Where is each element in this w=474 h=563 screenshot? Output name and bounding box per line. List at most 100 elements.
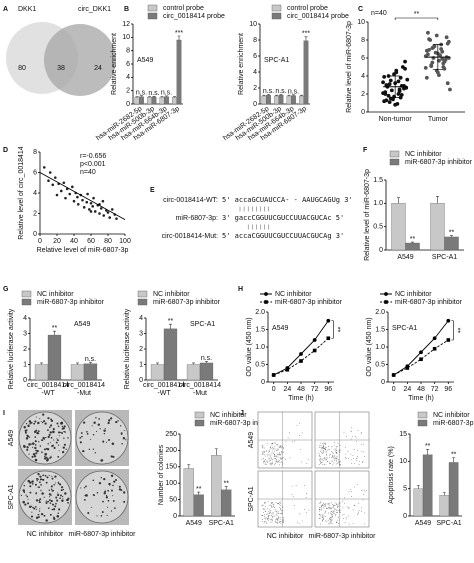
event-dot [335,514,337,516]
colony-dot [112,495,114,497]
event-dot [268,513,270,515]
colony-dot [110,474,114,477]
event-dot [323,448,325,450]
event-dot [328,461,330,463]
y-tick-label: 0.5 [373,224,383,231]
colony-dot [103,429,106,432]
colony-dot [34,440,37,443]
x-tick-label: 60 [87,238,95,245]
event-dot [265,458,266,460]
significance-bracket [451,320,454,341]
bar [439,495,450,517]
error-bar [416,485,420,489]
event-dot [336,452,337,454]
event-dot [330,510,332,512]
event-dot [268,515,270,517]
error-bar [275,94,278,96]
colony-dot [57,493,60,497]
colony-dot [63,443,66,446]
event-dot [282,452,284,453]
x-tick-label: 48 [297,386,305,393]
y-tick-label: 200 [165,447,177,454]
error-bar [411,241,415,243]
colony-dot [105,496,108,499]
colony-dot [35,477,38,480]
event-dot [277,519,279,521]
event-dot [273,512,275,514]
event-dot [269,447,271,448]
error-bar [435,196,439,204]
y-tick-label: 10 [357,19,365,26]
significance-bracket [331,320,334,339]
colony-dot [100,476,102,479]
event-dot [267,513,268,515]
event-dot [279,446,280,448]
x-axis-label: Relative level of miR-6807-3p [37,247,129,254]
event-dot [285,458,286,460]
data-point [419,350,423,355]
event-dot [279,518,281,520]
data-point [59,189,63,193]
event-dot [278,513,279,515]
colony-dot [44,422,47,425]
y-tick-label: 50 [169,496,177,503]
event-dot [334,508,336,510]
colony-dot [60,494,62,497]
event-dot [329,462,330,464]
event-dot [267,462,268,463]
event-dot [306,511,307,513]
event-dot [268,451,270,453]
event-dot [339,505,341,507]
data-point [62,181,66,185]
x-tick-label: 0 [38,238,42,245]
colony-dot [103,478,106,481]
data-point [426,52,430,57]
y-tick-label: 0 [261,379,265,386]
event-dot [265,517,267,518]
x-tick-label: 24 [403,386,411,393]
bar [134,97,140,105]
x-tick-label: 20 [53,238,61,245]
event-dot [266,521,267,523]
event-dot [278,503,279,504]
colony-dot [67,497,70,500]
significance: n.s. [136,90,147,97]
annotation: r=-0.656 [80,153,106,160]
event-dot [325,511,326,513]
colony-dot [32,442,35,445]
error-bar [168,323,172,329]
y-tick-label: 10 [399,458,407,465]
event-dot [269,509,271,511]
event-dot [326,453,327,455]
event-dot [270,457,272,459]
bar [34,364,49,381]
colony-dot [43,496,45,498]
event-dot [330,517,332,519]
event-dot [279,516,281,518]
event-dot [276,444,278,446]
event-dot [323,457,325,458]
data-point [89,201,93,205]
colony-dot [38,433,40,435]
colony-dot [102,440,105,443]
event-dot [279,504,281,506]
colony-dot [31,455,34,458]
data-point [426,30,430,35]
event-dot [276,448,278,450]
event-dot [357,512,359,514]
event-dot [270,455,272,457]
chart-title: A549 [137,57,153,64]
legend-marker [384,292,388,296]
event-dot [319,458,321,459]
y-tick-label: 2 [361,91,365,98]
event-dot [272,463,274,464]
data-point [387,100,392,104]
x-tick-label: SPC-A1 [436,520,461,527]
y-tick-label: 8 [126,48,130,55]
event-dot [275,522,277,524]
event-dot [334,456,335,458]
y-tick-label: 6 [33,169,37,176]
colony-dot [53,439,55,441]
event-dot [280,447,282,449]
event-dot [267,443,269,445]
